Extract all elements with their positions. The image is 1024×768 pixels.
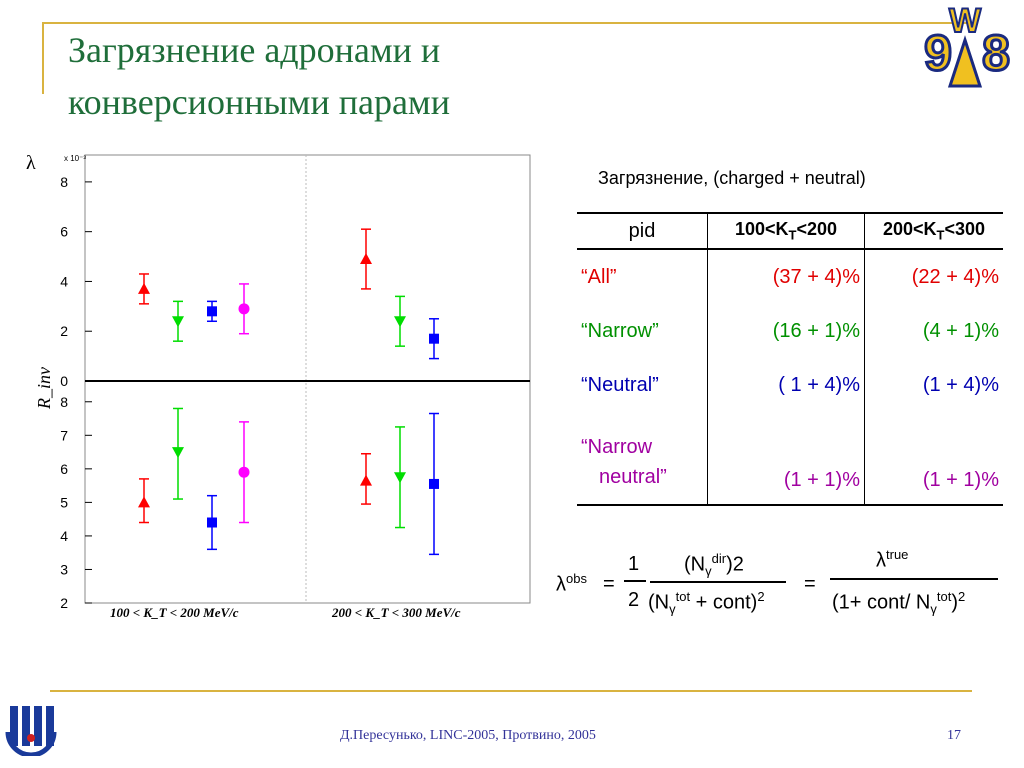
y-tick-label: 8 [60,394,68,410]
accent-line-vertical [42,22,44,94]
y-tick-label: 6 [60,224,68,240]
contamination-table: pid 100<KT<200 200<KT<300 “All” (37 + 4)… [577,212,1003,506]
formula-lambda-obs: λobs [556,571,587,596]
data-point [238,466,250,478]
cell-value: (37 + 4)% [707,249,865,304]
data-point [138,282,150,294]
cell-value: (16 + 1)% [707,304,865,358]
cell-value: (1 + 1)% [707,412,865,506]
formula-eq-2: = [804,573,816,595]
logo-bar-right [46,706,54,746]
y-tick-label: 4 [60,273,68,289]
data-point [429,333,439,344]
y-label-rinv: R_inv [34,367,54,410]
data-point [138,496,150,508]
y-tick-label: 3 [60,561,68,577]
data-point [172,447,184,459]
logo-digit-right: 8 [982,25,1010,81]
title-line-2: конверсионными парами [68,82,450,122]
table-header-row: pid 100<KT<200 200<KT<300 [577,212,1003,250]
row-label: “All” [577,249,708,304]
accent-line-bottom [50,690,972,692]
table-row-narrow-neutral: “Narrow neutral” (1 + 1)% (1 + 1)% [577,412,1003,506]
cell-value: (22 + 4)% [911,265,999,288]
formula-two: 2 [628,589,640,611]
plot-frame [84,154,531,604]
logo-bar-mid-right [34,706,42,746]
logo-bar-mid-left [22,706,30,746]
formula-frac-line-3 [830,578,998,580]
y-tick-label: 2 [60,595,68,611]
data-point [394,472,406,484]
y-label-lambda: λ [26,152,36,174]
formula-lambda-true: λtrue [876,547,909,572]
table-row-narrow: “Narrow” (16 + 1)% (4 + 1)% [577,304,1003,358]
y-tick-label: 8 [60,174,68,190]
table-row-neutral: “Neutral” ( 1 + 4)% (1 + 4)% [577,358,1003,412]
data-point [207,517,217,528]
header-pid: pid [577,212,708,250]
lambda-rinv-plot: λ x 10⁻³ R_inv 100 < K_T < 200 MeV/c 200… [26,152,531,620]
formula-frac-line-1 [624,580,646,582]
logo-arc [5,731,57,756]
x-label-bin2: 200 < K_T < 300 MeV/c [331,605,461,620]
y-tick-label: 4 [60,528,68,544]
title-line-1: Загрязнение адронами и [68,30,441,70]
footer-author: Д.Пересунько, LINC-2005, Протвино, 2005 [340,728,596,743]
formula-one: 1 [628,553,640,575]
row-label-line-1: “Narrow [581,436,653,458]
formula-frac-line-2 [650,581,786,583]
row-label: “Neutral” [577,358,708,412]
cell-value: (1 + 1)% [864,412,1003,506]
logo-a-shape [947,35,983,88]
data-point [238,303,250,315]
data-point [360,474,372,486]
formula-denominator: (Nγtot + cont)2 [648,589,765,617]
formula-eq-1: = [603,573,615,595]
y-tick-label: 2 [60,323,68,339]
row-label: “Narrow neutral” [577,412,708,506]
table-caption: Загрязнение, (charged + neutral) [598,168,866,188]
cell-value: (4 + 1)% [922,319,999,342]
logo-letter-top: W [949,2,982,40]
data-point [429,478,439,489]
y-tick-label: 5 [60,494,68,510]
row-label: “Narrow” [577,304,708,358]
data-point [394,316,406,328]
conference-logo: W 9 8 [923,2,1011,88]
slide-title: Загрязнение адронами и конверсионными па… [68,24,450,128]
data-point [172,316,184,328]
formula-numerator: (Nγdir)2 [684,551,744,579]
row-label-line-2: neutral” [599,466,667,488]
y-tick-label: 6 [60,461,68,477]
logo-bar-left [10,706,18,746]
page-number: 17 [947,728,961,743]
header-kt-200-300: 200<KT<300 [864,212,1003,250]
formula-rhs-denominator: (1+ cont/ Nγtot)2 [832,589,966,617]
y-tick-label: 7 [60,427,68,443]
cell-value: (1 + 4)% [922,373,999,396]
logo-digit-left: 9 [924,25,952,81]
y-tick-label: 0 [60,373,68,389]
accent-line-top [42,22,967,24]
header-kt-100-200: 100<KT<200 [707,212,865,250]
cell-value: ( 1 + 4)% [707,358,865,412]
x-label-bin1: 100 < K_T < 200 MeV/c [110,605,239,620]
table-row-all: “All” (37 + 4)% (22 + 4)% [577,249,1003,304]
logo-dot [27,734,35,742]
institute-logo [5,706,57,756]
data-point [207,306,217,317]
data-point [360,253,372,265]
y-exponent: x 10⁻³ [64,154,86,163]
